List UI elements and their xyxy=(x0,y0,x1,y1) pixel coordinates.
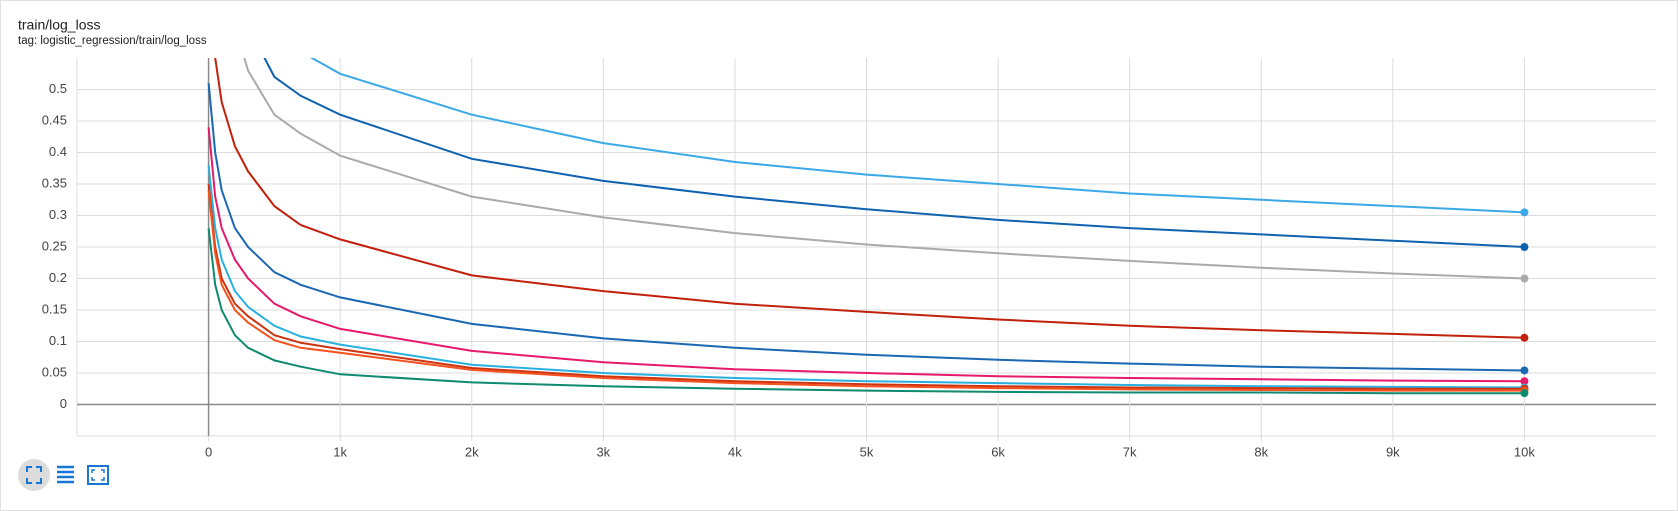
y-tick-label: 0.4 xyxy=(49,144,67,159)
x-tick-label: 4k xyxy=(728,444,742,459)
series-line xyxy=(207,227,1525,395)
series-line xyxy=(263,58,1525,248)
lines xyxy=(207,58,1529,398)
series-end-dot xyxy=(1520,366,1529,375)
x-tick-label: 2k xyxy=(465,444,479,459)
y-tick-label: 0.05 xyxy=(42,364,67,379)
y-tick-label: 0.3 xyxy=(49,207,67,222)
y-tick-label: 0.2 xyxy=(49,270,67,285)
x-tick-label: 3k xyxy=(596,444,610,459)
y-tick-label: 0.5 xyxy=(49,81,67,96)
y-tick-label: 0.25 xyxy=(42,238,67,253)
toolbar xyxy=(18,459,109,491)
series-line xyxy=(207,183,1525,390)
y-tick-label: 0.15 xyxy=(42,301,67,316)
toggle-log-button[interactable] xyxy=(57,465,74,484)
x-tick-label: 1k xyxy=(333,444,347,459)
x-tick-label: 7k xyxy=(1123,444,1137,459)
chart-title: train/log_loss xyxy=(18,17,101,33)
y-tick-label: 0.35 xyxy=(42,175,67,190)
x-tick-label: 0 xyxy=(205,444,212,459)
series-end-dot xyxy=(1520,333,1529,342)
fit-domain-button[interactable] xyxy=(18,459,50,491)
y-tick-label: 0 xyxy=(60,396,67,411)
chart-subtitle: tag: logistic_regression/train/log_loss xyxy=(18,35,207,47)
series-line xyxy=(309,58,1525,214)
x-tick-label: 5k xyxy=(860,444,874,459)
x-tick-label: 6k xyxy=(991,444,1005,459)
series-end-dot xyxy=(1520,208,1529,217)
expand-button[interactable] xyxy=(87,465,109,485)
series-end-dot xyxy=(1520,243,1529,251)
series-line xyxy=(207,190,1525,392)
y-tick-label: 0.1 xyxy=(49,333,67,348)
series-line xyxy=(207,83,1525,372)
series-end-dot xyxy=(1520,274,1529,283)
series-line xyxy=(243,58,1525,280)
x-tick-label: 8k xyxy=(1254,444,1268,459)
series-line xyxy=(207,164,1525,389)
series-end-dot xyxy=(1520,389,1529,398)
plot-area: 0 0.05 0.1 0.15 0.2 0.25 0.3 0.35 0.4 0.45 0.5 0 1k 2… xyxy=(42,58,1656,459)
series-line xyxy=(207,127,1525,383)
x-tick-label: 9k xyxy=(1386,444,1400,459)
x-tick-label: 10k xyxy=(1514,444,1535,459)
series-line xyxy=(214,58,1525,339)
y-tick-label: 0.45 xyxy=(42,112,67,127)
series-end-dot xyxy=(1520,377,1529,386)
